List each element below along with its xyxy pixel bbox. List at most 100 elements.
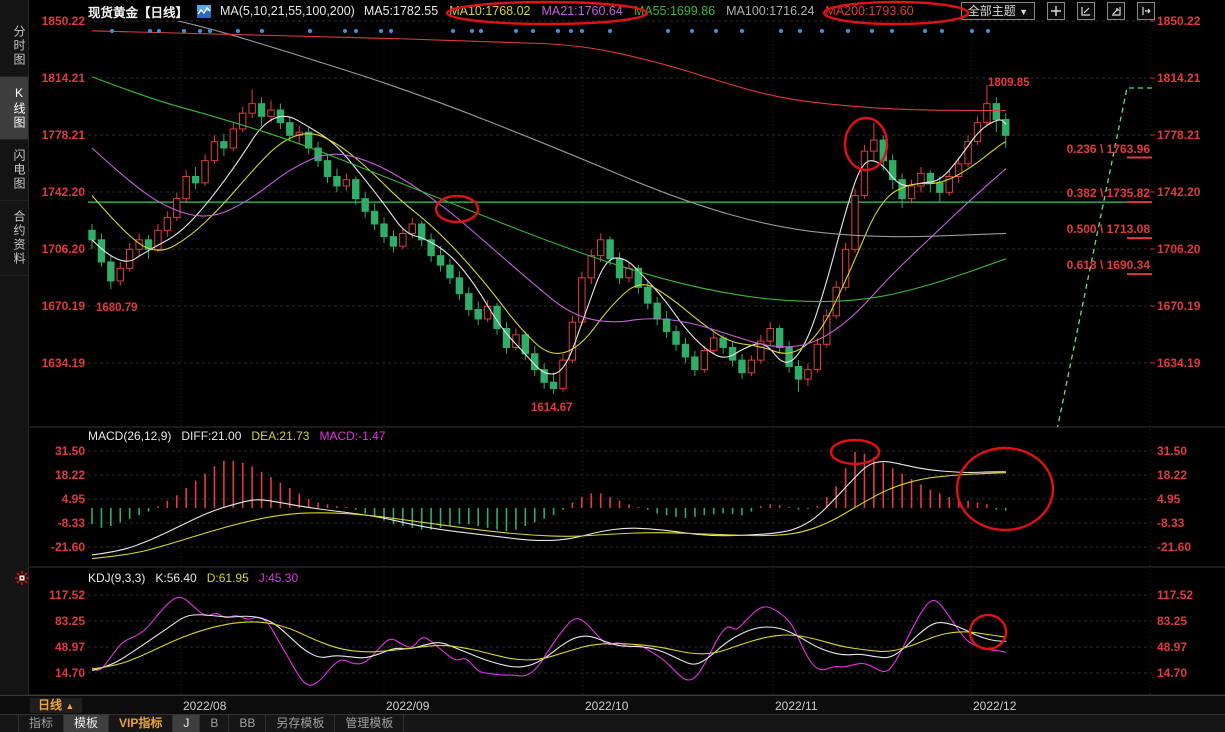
event-dot <box>607 28 613 34</box>
axis-label-left: 1670.19 <box>41 299 85 313</box>
date-axis-label: 2022/09 <box>386 699 430 713</box>
event-dot <box>513 28 519 34</box>
kdj-j-line <box>91 596 1007 686</box>
period-selector-button[interactable]: 日线 ▲ <box>30 698 83 713</box>
candle <box>455 277 464 295</box>
sidebar-tab-合约资料[interactable]: 合约资料 <box>0 201 28 276</box>
axis-label-right: 1850.22 <box>1157 14 1201 28</box>
candle <box>681 343 690 358</box>
axis-label-left: 4.95 <box>61 491 85 506</box>
event-dot <box>353 28 359 34</box>
axis-label-right: 1778.21 <box>1157 127 1201 142</box>
event-dot <box>985 28 991 34</box>
candle <box>983 103 991 124</box>
toolbar-tab-指标[interactable]: 指标 <box>19 715 65 732</box>
macd-histogram <box>91 451 1007 532</box>
toolbar-tab-VIP指标[interactable]: VIP指标 <box>109 715 174 732</box>
event-dot <box>568 28 574 34</box>
candle <box>314 147 322 162</box>
candle <box>634 267 643 288</box>
event-dot <box>207 28 213 34</box>
toolbar-tab-B[interactable]: B <box>200 715 230 732</box>
crosshair-tool-button[interactable] <box>1047 2 1065 20</box>
sidebar-tab-K线图[interactable]: K线图 <box>0 77 28 140</box>
axis-label-left: 1634.19 <box>41 355 85 370</box>
toolbar-tab-另存模板[interactable]: 另存模板 <box>266 715 336 732</box>
fib-level-label: 0.236 \ 1763.96 <box>1066 141 1150 156</box>
candle <box>107 261 115 282</box>
indicator-title: KDJ(9,3,3) <box>88 571 146 585</box>
ma-legend-item: MA5:1782.55 <box>363 4 439 18</box>
candle <box>973 122 982 143</box>
candle <box>474 308 482 320</box>
ma-legend-item: MA55:1699.86 <box>633 4 716 18</box>
date-axis-label: 2022/08 <box>183 699 227 713</box>
toolbar-tab-BB[interactable]: BB <box>229 715 267 732</box>
axis-label-left: 117.52 <box>48 588 85 602</box>
ma-line-MA100 <box>176 21 1007 238</box>
candle <box>135 239 143 250</box>
collapse-panel-button[interactable] <box>1137 2 1155 20</box>
event-dot <box>778 28 784 34</box>
candle <box>229 128 238 149</box>
top-header: 现货黄金【日线】 MA(5,10,21,55,100,200) MA5:1782… <box>29 0 1225 22</box>
candle <box>389 236 398 247</box>
candle <box>926 172 935 184</box>
ma-line-MA5 <box>91 115 1007 375</box>
theme-dropdown-button[interactable]: 全部主题 ▼ <box>960 2 1035 20</box>
event-dot <box>259 28 265 34</box>
indicator-value: DIFF:21.00 <box>181 429 242 443</box>
axis-label-left: 31.50 <box>54 444 85 458</box>
event-dot <box>665 28 671 34</box>
indicator-value: J:45.30 <box>258 571 299 585</box>
candle <box>662 318 671 333</box>
toolbar-tab-管理模板[interactable]: 管理模板 <box>335 715 405 732</box>
sidebar-tab-闪电图[interactable]: 闪电图 <box>0 140 28 201</box>
event-dot <box>388 28 394 34</box>
triangle-up-icon: ▲ <box>65 701 75 711</box>
indicator-value: MACD:-1.47 <box>319 429 386 443</box>
toolbar-tab-J[interactable]: J <box>173 715 201 732</box>
candle <box>785 346 793 367</box>
candle <box>1002 119 1010 136</box>
sidebar-tab-分时图[interactable]: 分时图 <box>0 16 28 77</box>
kdj-d-line <box>91 621 1007 670</box>
axis-label-right: 1814.21 <box>1157 71 1201 85</box>
candle <box>88 229 96 241</box>
alert-burst-icon[interactable] <box>14 570 30 591</box>
event-dot <box>469 28 475 34</box>
candle <box>399 232 407 247</box>
event-dot <box>378 28 384 34</box>
axis-scale-right-button[interactable] <box>1107 2 1125 20</box>
candle <box>596 239 605 257</box>
event-dot <box>689 28 695 34</box>
event-dot <box>109 28 115 34</box>
candle <box>691 356 699 371</box>
price-point-label: 1809.85 <box>988 77 1030 89</box>
event-dot <box>181 28 187 34</box>
event-dot <box>797 28 803 34</box>
candle <box>154 229 162 250</box>
candle <box>672 331 680 345</box>
candle <box>465 293 473 310</box>
candle <box>361 198 369 212</box>
candle <box>220 141 228 149</box>
candle <box>813 343 822 371</box>
candle <box>248 103 256 114</box>
ma-line-MA55 <box>91 76 1007 303</box>
candle <box>286 122 294 136</box>
date-axis-label: 2022/10 <box>585 699 629 713</box>
axis-label-right: -21.60 <box>1157 539 1192 554</box>
candle <box>766 327 774 342</box>
axis-label-left: 1706.20 <box>41 241 85 256</box>
axis-label-left: -21.60 <box>50 539 85 554</box>
toolbar-tab-模板[interactable]: 模板 <box>64 715 110 732</box>
indicator-title: MACD(26,12,9) <box>88 429 172 443</box>
candle <box>945 175 953 193</box>
candle <box>747 359 756 374</box>
axis-scale-left-button[interactable] <box>1077 2 1095 20</box>
event-dot <box>939 28 945 34</box>
candle <box>710 337 718 352</box>
candle <box>889 160 897 181</box>
